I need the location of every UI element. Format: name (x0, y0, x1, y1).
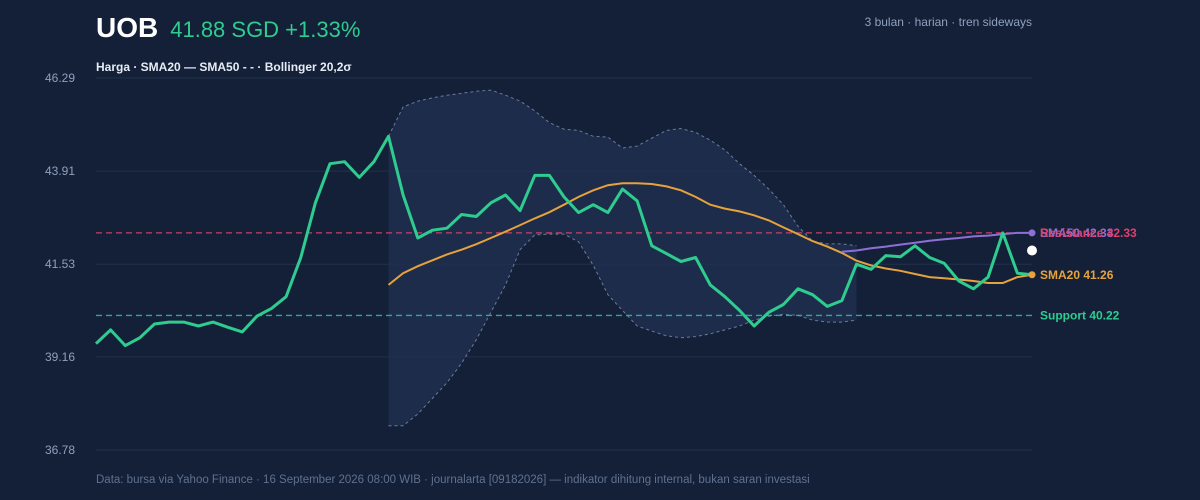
price-quote: 41.88 SGD +1.33% (170, 17, 361, 42)
y-tick-label: 46.29 (45, 71, 75, 85)
sma50-line (841, 231, 1032, 253)
y-tick-label: 41.53 (45, 257, 75, 271)
support-resistance-lines (96, 232, 1032, 317)
chart-header: UOB 41.88 SGD +1.33% (96, 12, 360, 44)
series-lines (94, 134, 1033, 348)
sma20-line (387, 182, 1033, 286)
price-line (94, 134, 1033, 348)
chart-legend: Harga · SMA20 — SMA50 - - · Bollinger 20… (96, 60, 352, 74)
support-label: Support 40.22 (1040, 308, 1120, 322)
bollinger-upper-line (388, 89, 857, 247)
resistance-label: Resistance 42.33 (1040, 226, 1137, 240)
last-price-marker (1027, 245, 1037, 256)
sma20-end-dot (1028, 271, 1036, 279)
y-tick-label: 39.16 (45, 350, 75, 364)
sma50-end-label: SMA50 42.33 (1040, 226, 1114, 240)
bollinger-band (388, 89, 857, 427)
ticker-symbol: UOB (96, 12, 159, 43)
y-tick-label: 36.78 (45, 443, 75, 457)
sma50-end-dot (1028, 229, 1036, 237)
data-source-footer: Data: bursa via Yahoo Finance · 16 Septe… (96, 474, 810, 486)
sma20-end-label: SMA20 41.26 (1040, 268, 1114, 282)
y-tick-label: 43.91 (45, 164, 75, 178)
bollinger-band-fill (388, 90, 857, 426)
bollinger-lower-line (388, 233, 857, 427)
chart-meta: 3 bulan · harian · tren sideways (864, 15, 1032, 29)
